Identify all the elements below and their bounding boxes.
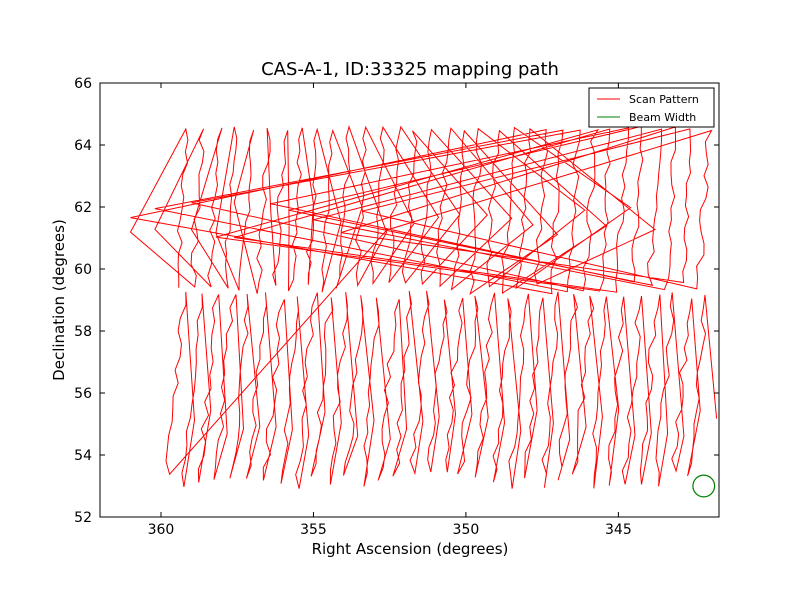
y-tick-label: 66 (74, 76, 92, 92)
x-axis-label: Right Ascension (degrees) (312, 540, 509, 558)
y-tick-label: 54 (74, 448, 92, 464)
plot-frame (99, 82, 720, 518)
y-tick-label: 56 (74, 386, 92, 402)
scan-pattern-line (129, 125, 718, 489)
legend-label-scan-pattern: Scan Pattern (629, 93, 699, 106)
legend-label-beam-width: Beam Width (629, 111, 696, 124)
y-tick-label: 60 (74, 262, 92, 278)
x-tick-label: 360 (148, 522, 175, 538)
y-tick-label: 52 (74, 510, 92, 526)
y-axis-label: Declination (degrees) (50, 219, 68, 381)
plot-area (129, 125, 718, 489)
beam-width-circle (692, 474, 716, 498)
legend-box (588, 87, 715, 128)
x-tick-label: 355 (300, 522, 327, 538)
x-tick-label: 350 (453, 522, 480, 538)
y-axis: 52 54 56 58 60 62 64 66 (74, 76, 719, 526)
x-tick-label: 345 (605, 522, 632, 538)
y-tick-label: 62 (74, 200, 92, 216)
y-tick-label: 64 (74, 138, 92, 154)
x-axis: 360 355 350 345 (148, 83, 632, 538)
legend: Scan Pattern Beam Width (588, 87, 715, 128)
chart-title: CAS-A-1, ID:33325 mapping path (261, 59, 559, 80)
y-tick-label: 58 (74, 324, 92, 340)
